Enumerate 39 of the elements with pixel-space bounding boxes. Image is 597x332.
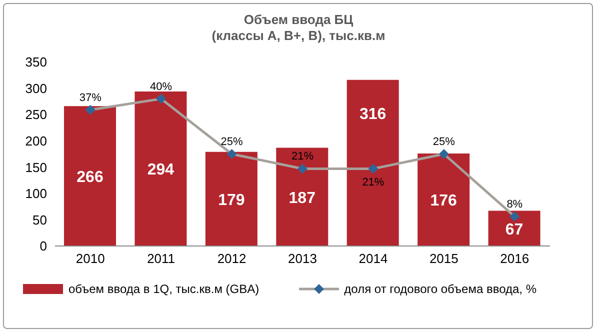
y-tick-label: 250 [25, 107, 47, 122]
bar [418, 153, 470, 246]
x-tick-label: 2015 [429, 251, 458, 266]
y-tick-label: 0 [40, 238, 47, 254]
data-label: 25% [220, 136, 244, 148]
data-label: 21% [291, 150, 314, 163]
x-tick-label: 2011 [147, 251, 176, 266]
x-tick-label: 2013 [288, 251, 317, 266]
data-label: 8% [506, 198, 523, 211]
data-label: 266 [76, 169, 104, 186]
data-label: 187 [288, 190, 316, 207]
y-tick-label: 300 [25, 80, 47, 96]
y-tick-label: 350 [25, 54, 47, 70]
bar [64, 106, 116, 246]
bar [346, 80, 399, 246]
data-label: 294 [147, 162, 174, 179]
data-label: 40% [150, 80, 172, 93]
y-tick-label: 100 [25, 186, 47, 202]
y-tick-label: 150 [25, 160, 47, 175]
data-label: 21% [362, 176, 384, 189]
data-label: 179 [218, 192, 245, 209]
data-label: 316 [360, 106, 386, 124]
legend-label: доля от годового объема ввода, % [344, 282, 536, 296]
bar [488, 210, 540, 246]
data-label: 176 [430, 192, 458, 210]
bar [134, 91, 187, 246]
legend-label: объем ввода в 1Q, тыс.кв.м (GBA) [68, 282, 260, 296]
data-label: 67 [505, 221, 524, 238]
y-tick-label: 200 [25, 133, 47, 148]
data-label: 37% [79, 92, 102, 104]
data-label: 25% [432, 136, 456, 148]
bar [205, 152, 258, 246]
x-tick-label: 2016 [500, 251, 530, 266]
x-tick-label: 2010 [76, 251, 105, 266]
bar [276, 148, 328, 246]
x-tick-label: 2012 [217, 251, 246, 266]
x-tick-label: 2014 [358, 251, 388, 266]
y-tick-label: 50 [32, 212, 47, 228]
chart-title: Объем ввода БЦ (классы А, В+, В), тыс.кв.м [210, 12, 386, 44]
